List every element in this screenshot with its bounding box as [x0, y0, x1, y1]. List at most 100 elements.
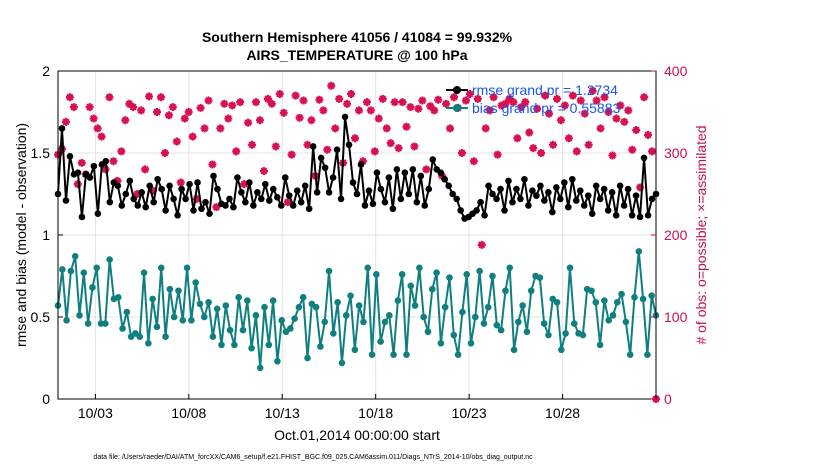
x-tick-label: 10/08 [171, 405, 206, 421]
obs-count-glyph [319, 106, 328, 115]
bias-point [153, 323, 161, 331]
left-tick-label: 0 [42, 391, 50, 407]
rmse-point [122, 190, 130, 198]
obs-count-glyph [57, 144, 66, 153]
legend-bias-marker [453, 104, 461, 112]
obs-count-glyph [497, 101, 506, 110]
obs-count-glyph [315, 95, 324, 104]
obs-count-marker [176, 178, 185, 187]
bias-point [205, 298, 212, 306]
bias-point [274, 357, 281, 365]
obs-count-glyph [204, 96, 213, 105]
rmse-point [481, 212, 488, 219]
obs-count-glyph [248, 140, 257, 149]
left-axis-ticks: 0 0.5 1 1.5 2 [31, 63, 63, 407]
obs-count-glyph [648, 147, 657, 156]
obs-count-marker [430, 106, 439, 115]
obs-count-glyph [390, 98, 399, 107]
bias-point [459, 308, 466, 316]
bias-point [136, 333, 144, 340]
bias-point [317, 343, 324, 350]
obs-count-marker [145, 92, 154, 101]
rmse-point [74, 169, 82, 176]
obs-count-marker [358, 157, 367, 166]
obs-count-glyph [69, 103, 78, 112]
right-axis-ticks: 0 100 200 300 400 [651, 63, 688, 407]
bias-point [398, 271, 406, 278]
obs-count-marker [469, 157, 478, 166]
rmse-point [409, 166, 417, 173]
bias-point [218, 341, 225, 349]
bias-point [63, 316, 70, 324]
rmse-point [86, 174, 94, 181]
rmse-point [222, 202, 229, 209]
rmse-point [238, 189, 245, 196]
obs-count-marker [85, 103, 94, 112]
bias-point [76, 312, 83, 319]
bias-point [523, 328, 531, 336]
obs-count-marker [370, 147, 379, 156]
obs-count-marker [101, 165, 110, 174]
bias-point [243, 297, 251, 304]
obs-count-glyph [291, 91, 300, 100]
rmse-point [553, 184, 560, 191]
obs-count-marker [228, 101, 237, 110]
rmse-point [337, 195, 345, 203]
rmse-point [580, 202, 588, 209]
obs-count-glyph [564, 134, 573, 143]
obs-count-glyph [287, 150, 296, 159]
obs-count-glyph [556, 116, 565, 125]
obs-count-glyph [196, 103, 205, 112]
rmse-point [138, 189, 146, 196]
bias-point [119, 325, 126, 332]
bias-point [558, 346, 565, 354]
obs-count-marker [196, 103, 205, 112]
bias-point [209, 333, 217, 340]
obs-count-marker [406, 103, 415, 112]
obs-count-glyph [224, 114, 233, 123]
bias-point [71, 253, 79, 260]
obs-count-marker [216, 124, 225, 133]
obs-count-glyph [434, 95, 443, 104]
bias-point [493, 321, 501, 329]
obs-count-marker [331, 124, 340, 133]
obs-count-marker [232, 147, 241, 156]
right-tick-label: 0 [664, 391, 672, 407]
obs-count-marker [263, 94, 272, 103]
rmse-point [230, 203, 237, 211]
obs-count-marker [224, 114, 233, 123]
bias-point [536, 274, 544, 281]
rmse-point [170, 195, 177, 203]
obs-count-marker [141, 165, 150, 174]
obs-count-glyph [426, 102, 435, 111]
obs-count-marker [584, 140, 593, 149]
rmse-point [150, 198, 157, 206]
obs-count-glyph [430, 106, 439, 115]
obs-count-glyph [402, 122, 411, 131]
rmse-point [608, 189, 616, 196]
obs-count-glyph [331, 124, 340, 133]
rmse-point [341, 113, 349, 121]
bias-point [149, 295, 156, 303]
rmse-point [568, 175, 576, 183]
bias-point [287, 325, 294, 332]
data-file-footer: data file: /Users/raeder/DAI/ATM_forcXX/… [93, 454, 533, 461]
obs-count-marker [303, 140, 312, 149]
obs-count-glyph [145, 92, 154, 101]
rmse-point [317, 154, 325, 162]
obs-count-glyph [568, 91, 577, 100]
obs-count-glyph [612, 114, 621, 123]
obs-count-marker [168, 103, 177, 112]
obs-count-glyph [378, 94, 387, 103]
rmse-point [329, 174, 337, 181]
obs-count-glyph [588, 86, 597, 95]
rmse-point [405, 190, 413, 198]
rmse-point [118, 202, 126, 209]
bias-point [170, 313, 178, 321]
obs-count-glyph [121, 116, 130, 125]
rmse-point [489, 190, 496, 198]
rmse-point [345, 141, 353, 149]
obs-count-marker [600, 93, 609, 102]
obs-count-marker [414, 104, 423, 113]
rmse-point [441, 175, 449, 183]
